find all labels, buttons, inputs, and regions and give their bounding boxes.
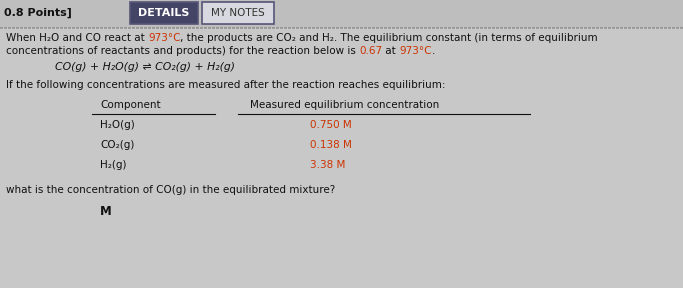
Text: 3.38 M: 3.38 M [310, 160, 346, 170]
FancyBboxPatch shape [202, 2, 274, 24]
Text: CO₂(g): CO₂(g) [100, 140, 135, 150]
Text: CO(g) + H₂O(g) ⇌ CO₂(g) + H₂(g): CO(g) + H₂O(g) ⇌ CO₂(g) + H₂(g) [55, 62, 235, 72]
Text: 973°C: 973°C [400, 46, 432, 56]
Text: Measured equilibrium concentration: Measured equilibrium concentration [250, 100, 439, 110]
Text: at: at [382, 46, 400, 56]
Text: 0.67: 0.67 [359, 46, 382, 56]
FancyBboxPatch shape [130, 2, 198, 24]
Text: Component: Component [100, 100, 161, 110]
Text: what is the concentration of CO(g) in the equilibrated mixture?: what is the concentration of CO(g) in th… [6, 185, 335, 195]
Text: , the products are CO₂ and H₂. The equilibrium constant (in terms of equilibrium: , the products are CO₂ and H₂. The equil… [180, 33, 598, 43]
Text: 0.8 Points]: 0.8 Points] [4, 8, 72, 18]
Text: 0.138 M: 0.138 M [310, 140, 352, 150]
Text: 0.750 M: 0.750 M [310, 120, 352, 130]
Text: 973°C: 973°C [148, 33, 180, 43]
Text: If the following concentrations are measured after the reaction reaches equilibr: If the following concentrations are meas… [6, 80, 445, 90]
Text: M: M [100, 205, 112, 218]
Text: concentrations of reactants and products) for the reaction below is: concentrations of reactants and products… [6, 46, 359, 56]
Text: When H₂O and CO react at: When H₂O and CO react at [6, 33, 148, 43]
Text: H₂(g): H₂(g) [100, 160, 126, 170]
FancyBboxPatch shape [0, 27, 683, 288]
Text: MY NOTES: MY NOTES [211, 8, 265, 18]
Text: DETAILS: DETAILS [139, 8, 190, 18]
Text: .: . [432, 46, 435, 56]
Text: H₂O(g): H₂O(g) [100, 120, 135, 130]
